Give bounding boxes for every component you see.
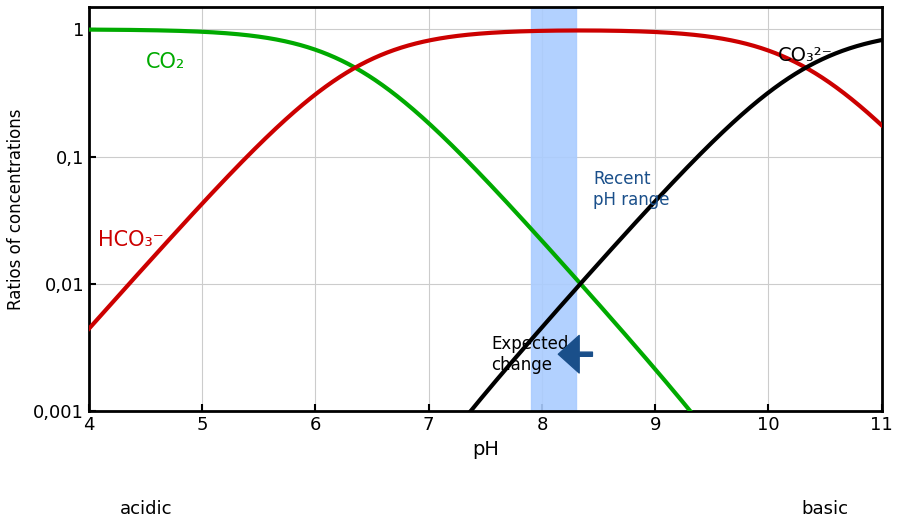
- Text: Expected
change: Expected change: [491, 335, 569, 374]
- Text: CO₃²⁻: CO₃²⁻: [778, 46, 833, 65]
- Bar: [531, 7, 576, 411]
- Text: HCO₃⁻: HCO₃⁻: [98, 230, 164, 250]
- Y-axis label: Ratios of concentrations: Ratios of concentrations: [7, 108, 25, 310]
- X-axis label: pH: pH: [472, 439, 499, 458]
- Text: Recent
pH range: Recent pH range: [593, 170, 670, 209]
- Text: acidic: acidic: [120, 500, 172, 518]
- Text: basic: basic: [802, 500, 849, 518]
- Text: CO₂: CO₂: [146, 52, 185, 72]
